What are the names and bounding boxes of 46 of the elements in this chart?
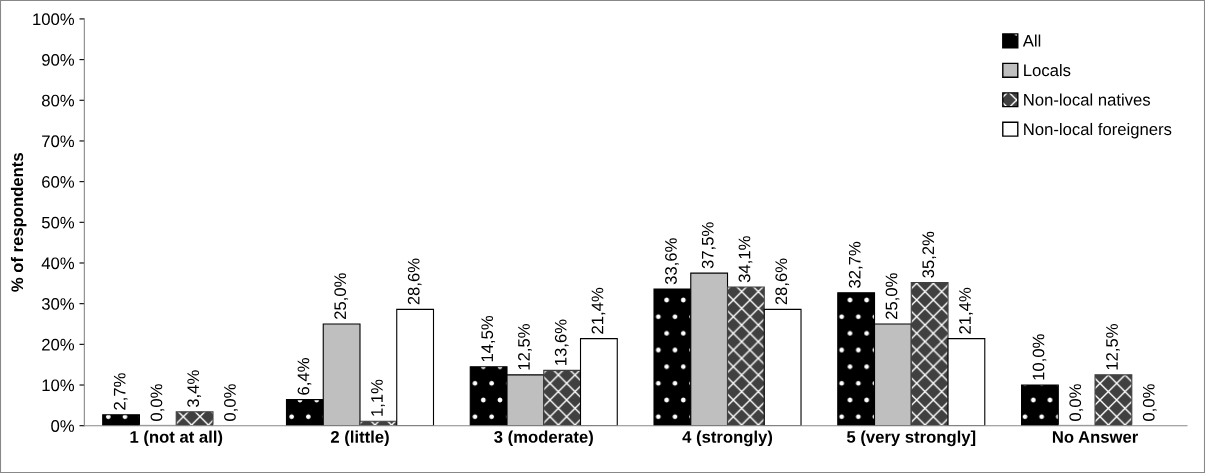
legend-label: Non-local foreigners	[1024, 122, 1172, 139]
data-label: 25,0%	[885, 273, 900, 319]
data-label: 28,6%	[775, 258, 790, 305]
data-label: 0,0%	[224, 384, 238, 421]
legend-label: Non-local natives	[1024, 93, 1151, 106]
legend-label: All	[1022, 34, 1041, 47]
data-label: 12,5%	[518, 324, 532, 370]
data-label: 0,0%	[150, 384, 165, 421]
data-label: 33,6%	[665, 238, 679, 285]
y-tick-label: 80%	[41, 94, 75, 107]
data-label: 3,4%	[187, 370, 202, 408]
y-tick-label: 90%	[42, 54, 75, 66]
y-tick-label: 40%	[41, 257, 75, 270]
data-label: 32,7%	[848, 241, 863, 288]
y-tick-label: 0%	[51, 420, 75, 432]
data-label: 0,0%	[1142, 384, 1157, 421]
data-label: 34,1%	[738, 236, 753, 283]
y-axis-title: % of respondents	[10, 153, 27, 292]
y-tick-label: 50%	[41, 216, 75, 229]
data-label: 1,1%	[371, 379, 385, 416]
y-tick-label: 100%	[33, 13, 75, 26]
data-label: 10,0%	[1032, 334, 1047, 380]
data-label: 21,4%	[959, 287, 973, 334]
y-tick-label: 30%	[41, 298, 75, 310]
data-label: 13,6%	[554, 319, 569, 365]
data-label: 35,2%	[922, 231, 937, 278]
data-label: 37,5%	[701, 222, 716, 269]
y-tick-label: 70%	[42, 135, 75, 148]
y-tick-label: 60%	[42, 176, 75, 188]
x-tick-label: 2 (little)	[330, 430, 389, 447]
data-label: 25,0%	[334, 273, 349, 319]
data-label: 0,0%	[1069, 384, 1084, 421]
x-tick-label: 5 (very strongly]	[846, 430, 976, 447]
x-tick-label: No Answer	[1052, 431, 1139, 443]
data-label: 12,5%	[1106, 324, 1120, 370]
data-label: 6,4%	[297, 358, 312, 395]
data-label: 2,7%	[113, 373, 128, 410]
legend-label: Locals	[1024, 63, 1071, 77]
y-tick-label: 20%	[42, 338, 75, 351]
data-label: 14,5%	[481, 315, 496, 362]
data-label: 28,6%	[407, 258, 422, 305]
x-tick-label: 4 (strongly)	[682, 430, 773, 447]
y-tick-label: 10%	[42, 379, 75, 392]
data-label: 21,4%	[591, 287, 606, 334]
x-tick-label: 1 (not at all)	[130, 430, 223, 447]
x-tick-label: 3 (moderate)	[494, 430, 593, 447]
